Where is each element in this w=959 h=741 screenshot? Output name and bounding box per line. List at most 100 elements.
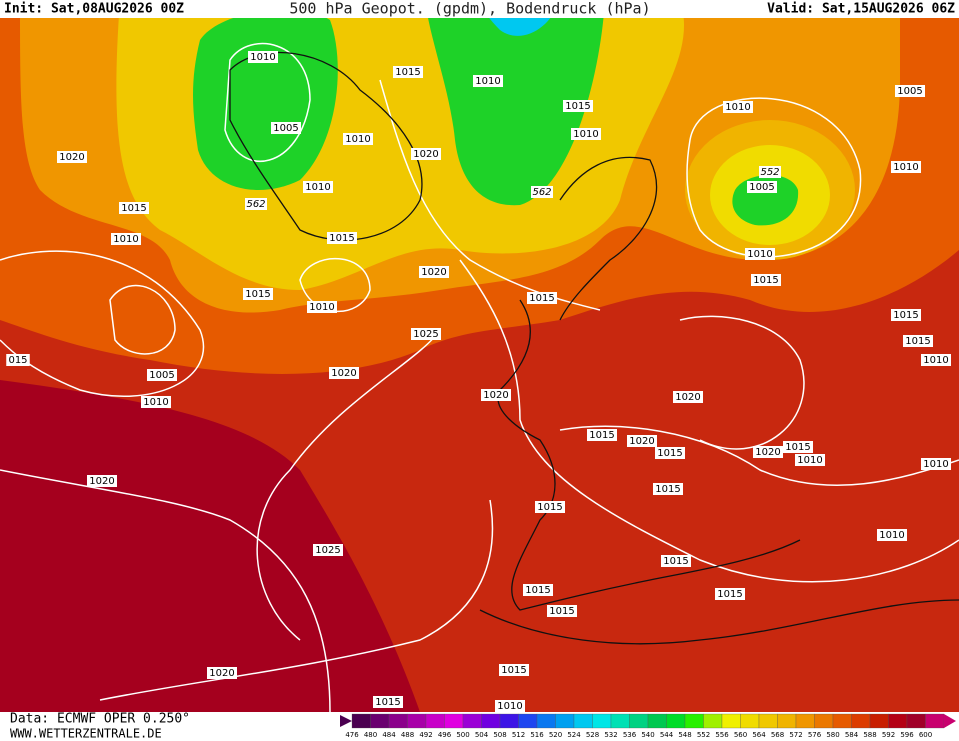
isobar-label: 1015 [329, 233, 354, 244]
legend-swatch [684, 713, 704, 729]
isobar-label-box [795, 454, 825, 466]
isobar-label: 1015 [717, 589, 742, 600]
legend-swatch [536, 713, 556, 729]
isobar-label: 1015 [657, 448, 682, 459]
isobar-label-box [655, 447, 685, 459]
isobar-label: 1010 [797, 455, 822, 466]
isobar-label-box [673, 391, 703, 403]
isobar-label: 1010 [923, 355, 948, 366]
isobar-label: 1015 [565, 101, 590, 112]
isobar-label-box [499, 664, 529, 676]
legend-label: 528 [586, 731, 599, 739]
isobar-label-box [535, 501, 565, 513]
isobar-label: 1010 [893, 162, 918, 173]
legend-swatch [906, 713, 926, 729]
legend-swatch [814, 713, 834, 729]
isobar-label: 1015 [663, 556, 688, 567]
legend-swatch [518, 713, 538, 729]
isobar-label: 1015 [525, 585, 550, 596]
legend-swatch [666, 713, 686, 729]
isobar-label-box [393, 66, 423, 78]
isobar-label-box [751, 274, 781, 286]
legend-label: 580 [826, 731, 839, 739]
valid-time: Valid: Sat,15AUG2026 06Z [767, 2, 955, 17]
isobar-label: 1005 [749, 182, 774, 193]
isobar-label: 1020 [483, 390, 508, 401]
isobar-label-box [921, 354, 951, 366]
isobar-label-box [329, 367, 359, 379]
isobar-label: 1005 [897, 86, 922, 97]
legend-label: 564 [752, 731, 766, 739]
isobar-label-box [207, 667, 237, 679]
isobar-label: 1020 [209, 668, 234, 679]
legend-label: 600 [919, 731, 932, 739]
legend-label: 544 [660, 731, 674, 739]
isobar-label-box [57, 151, 87, 163]
legend-swatch [592, 713, 612, 729]
legend-label: 556 [715, 731, 729, 739]
legend-swatch [851, 713, 871, 729]
isobar-label-box [661, 555, 691, 567]
isobar-label-box [753, 446, 783, 458]
isobar-label-box [327, 232, 357, 244]
legend-swatch [888, 713, 908, 729]
legend-label: 484 [382, 731, 396, 739]
isobar-label-box [111, 233, 141, 245]
legend-label: 596 [900, 731, 914, 739]
isobar-label-box [303, 181, 333, 193]
isobar-label-box [343, 133, 373, 145]
isobar-label-box [903, 335, 933, 347]
isobar-label: 1020 [629, 436, 654, 447]
legend-swatch [777, 713, 797, 729]
isobar-label-box [307, 301, 337, 313]
isobar-label-box [141, 396, 171, 408]
legend-swatch [370, 713, 390, 729]
legend-label: 476 [345, 731, 359, 739]
legend-label: 508 [493, 731, 506, 739]
legend-swatch [795, 713, 815, 729]
legend-swatch [647, 713, 667, 729]
legend-swatch [721, 713, 741, 729]
legend-label: 500 [456, 731, 469, 739]
legend-swatch [925, 713, 945, 729]
legend-label: 548 [678, 731, 691, 739]
coastline [229, 51, 423, 241]
legend-label: 540 [641, 731, 654, 739]
isobar-label: 1020 [755, 447, 780, 458]
isobar-line [379, 79, 601, 311]
isobar-label: 1010 [309, 302, 334, 313]
isobar-label-box [891, 161, 921, 173]
isobar-label-box [373, 696, 403, 708]
isobar-label: 1005 [273, 123, 298, 134]
legend-swatch [832, 713, 852, 729]
legend-swatch [740, 713, 760, 729]
isobar-label: 1015 [245, 289, 270, 300]
isobar-label-box [571, 128, 601, 140]
isobar-label: 1015 [501, 665, 526, 676]
data-source: Data: ECMWF OPER 0.250° [10, 712, 190, 727]
isobar-label: 1020 [59, 152, 84, 163]
isobar-label-box [411, 328, 441, 340]
legend-label: 512 [512, 731, 525, 739]
legend-swatch [610, 713, 630, 729]
isobar-label-box [895, 85, 925, 97]
isobar-line [686, 97, 862, 258]
height-label: 552 [760, 167, 779, 178]
isobar-label: 1010 [725, 102, 750, 113]
isobar-label-box [87, 475, 117, 487]
isobar-label: 1015 [375, 697, 400, 708]
isobar-label-box [6, 354, 30, 366]
isobar-label: 1020 [331, 368, 356, 379]
legend-label: 524 [567, 731, 581, 739]
isobar-label-box [783, 441, 813, 453]
isobar-label-box [313, 544, 343, 556]
isobar-label-box [547, 605, 577, 617]
isobar-label: 1010 [345, 134, 370, 145]
isobar-label: 1010 [497, 701, 522, 712]
field-548 [425, 0, 605, 206]
isobar-line [99, 499, 494, 701]
isobar-label-box [627, 435, 657, 447]
isobar-label-box [653, 483, 683, 495]
isobar-label-box [587, 429, 617, 441]
isobar-label-box [747, 181, 777, 193]
